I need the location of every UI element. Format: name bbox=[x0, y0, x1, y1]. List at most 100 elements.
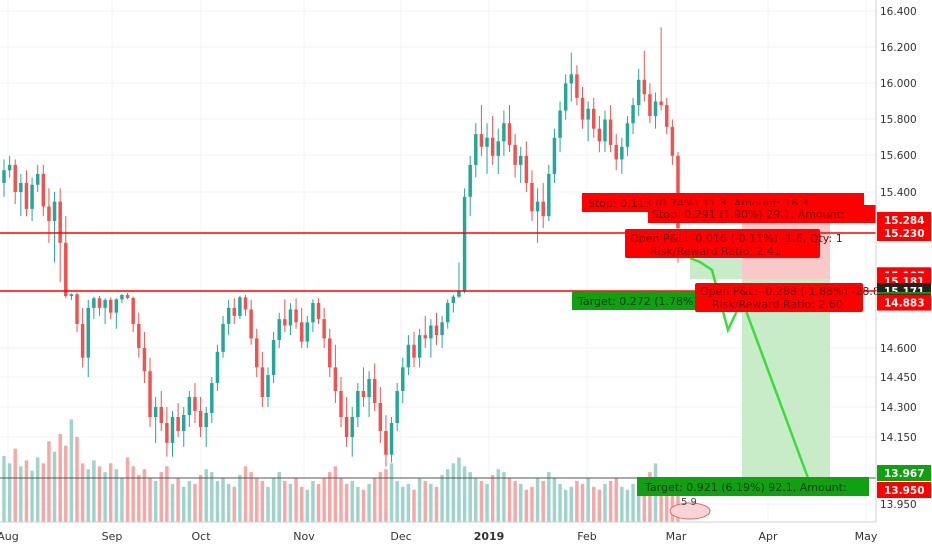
grid bbox=[0, 0, 876, 522]
volume-bar bbox=[563, 489, 568, 522]
x-tick-label: Aug bbox=[0, 530, 19, 543]
price-badge-label: 15.284 bbox=[884, 215, 925, 227]
volume-bar bbox=[176, 478, 180, 522]
volume-bar bbox=[47, 441, 51, 522]
volume-bar bbox=[165, 466, 169, 522]
volume-bar bbox=[541, 480, 545, 522]
volume-bar bbox=[665, 478, 669, 522]
candle-body bbox=[52, 201, 57, 221]
volume-bar bbox=[434, 486, 439, 522]
volume-bar bbox=[457, 457, 461, 522]
candle-body bbox=[255, 338, 259, 368]
volume-bar bbox=[137, 475, 141, 522]
candle-body bbox=[2, 170, 6, 183]
price-badge-label: 15.230 bbox=[884, 228, 925, 240]
svg-text:5 9: 5 9 bbox=[681, 497, 697, 508]
candle-body bbox=[305, 322, 310, 342]
candle-body bbox=[19, 182, 23, 192]
candle-body bbox=[372, 379, 377, 403]
candle-body bbox=[204, 413, 208, 427]
candle-body bbox=[86, 307, 90, 358]
volume-bar bbox=[614, 478, 618, 522]
open-pl-bubble-1[interactable]: Open P&L: -0.016 (-0.11%) -1.6, Qty: 1 R… bbox=[625, 229, 843, 258]
watermark-logo: 5 9 bbox=[669, 497, 711, 520]
volume-bar bbox=[238, 475, 242, 522]
candle-body bbox=[597, 128, 602, 142]
candle-body bbox=[636, 79, 641, 106]
candle-body bbox=[468, 164, 472, 197]
candle-body bbox=[496, 141, 501, 156]
volume-bar bbox=[204, 469, 208, 522]
volume-bar bbox=[378, 472, 383, 522]
candle-body bbox=[457, 291, 461, 297]
y-tick-label: 16.400 bbox=[880, 6, 917, 18]
candle-body bbox=[631, 105, 635, 124]
x-tick-label: Dec bbox=[390, 530, 411, 543]
volume-bar bbox=[479, 480, 484, 522]
target-bubble-2[interactable]: Target: 0.921 (6.19%) 92.1, Amount: bbox=[637, 477, 869, 496]
candle-body bbox=[75, 294, 79, 324]
volume-bar bbox=[592, 486, 596, 522]
y-tick-label: 16.200 bbox=[880, 42, 917, 54]
volume-bar bbox=[86, 469, 90, 522]
volume-bar bbox=[389, 463, 394, 522]
candle-body bbox=[69, 294, 74, 296]
candle-body bbox=[24, 182, 29, 209]
candle-body bbox=[569, 74, 574, 84]
volume-bar bbox=[305, 489, 310, 522]
open-pl-1-text: Open P&L: -0.016 (-0.11%) -1.6, Qty: 1 bbox=[630, 232, 843, 245]
volume-bar bbox=[69, 419, 74, 522]
volume-bar bbox=[148, 478, 152, 522]
volume-bar bbox=[255, 478, 259, 522]
volume-bar bbox=[283, 480, 287, 522]
volume-bar bbox=[260, 480, 265, 522]
candle-body bbox=[238, 297, 242, 316]
stop-label-second[interactable]: Stop: 0.291 (1.90%) 29.1, Amount: bbox=[648, 205, 876, 223]
volume-bar bbox=[215, 480, 220, 522]
x-tick-label: Feb bbox=[577, 530, 596, 543]
volume-bar bbox=[429, 483, 433, 522]
y-tick-label: 14.450 bbox=[880, 372, 917, 384]
y-tick-label: 15.800 bbox=[880, 114, 917, 126]
volume-bar bbox=[13, 448, 17, 522]
candle-body bbox=[659, 101, 663, 106]
volume-bar bbox=[328, 472, 332, 522]
candle-body bbox=[142, 348, 147, 372]
candle-body bbox=[389, 423, 394, 455]
candle-body bbox=[479, 134, 484, 147]
target-bubble-1[interactable]: Target: 0.272 (1.78%) bbox=[572, 291, 702, 310]
volume-bar bbox=[586, 478, 590, 522]
volume-bar bbox=[294, 478, 298, 522]
candle-body bbox=[642, 79, 647, 95]
volume-bar bbox=[631, 483, 635, 522]
open-pl-bubble-2[interactable]: Open P&L: -0.288 (-1.88%) -28.8 Risk/Rew… bbox=[695, 283, 880, 312]
candle-body bbox=[384, 431, 388, 455]
candle-body bbox=[485, 137, 489, 147]
candle-body bbox=[30, 184, 34, 209]
candle-body bbox=[328, 338, 332, 368]
volume-bar bbox=[333, 466, 338, 522]
volume-bar bbox=[474, 478, 478, 522]
candle-body bbox=[412, 344, 416, 358]
candle-body bbox=[277, 319, 281, 340]
y-tick-label: 15.400 bbox=[880, 187, 917, 199]
candle-body bbox=[474, 134, 478, 165]
volume-bar bbox=[547, 472, 551, 522]
candle-body bbox=[608, 119, 613, 145]
x-tick-label: May bbox=[855, 530, 878, 543]
candle-body bbox=[193, 397, 197, 411]
volume-bar bbox=[125, 457, 130, 522]
candle-body bbox=[378, 403, 383, 431]
candle-body bbox=[502, 123, 506, 142]
candle-body bbox=[356, 391, 360, 417]
candle-body bbox=[249, 309, 253, 339]
candle-body bbox=[507, 123, 512, 145]
candle-body bbox=[367, 379, 371, 397]
volume-bar bbox=[103, 472, 107, 522]
volume-bar bbox=[440, 475, 444, 522]
volume-bar bbox=[530, 486, 534, 522]
candle-body bbox=[440, 322, 444, 336]
candle-body bbox=[350, 417, 354, 437]
candle-body bbox=[322, 319, 326, 339]
candle-body bbox=[232, 307, 237, 316]
